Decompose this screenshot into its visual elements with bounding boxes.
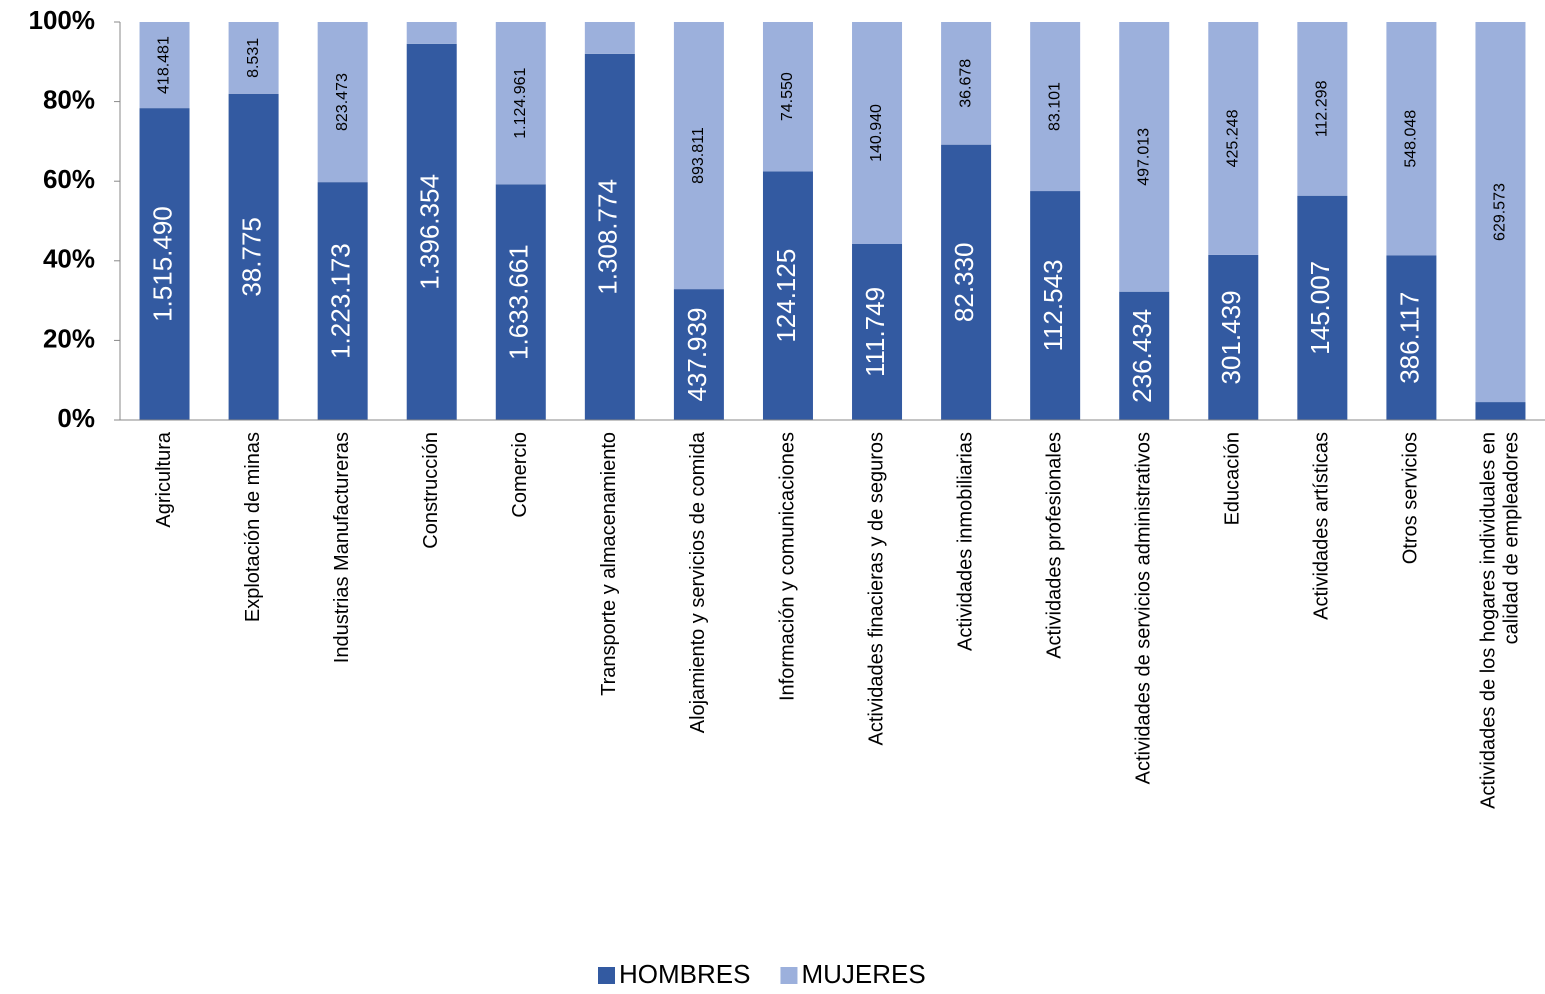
bar-segment [852, 22, 903, 244]
data-label: 112.298 [1314, 80, 1331, 137]
bar-segment [762, 22, 813, 172]
data-label: 548.048 [1403, 110, 1420, 168]
data-label: 124.125 [771, 249, 801, 343]
bar-segment [406, 43, 457, 421]
legend-label: MUJERES [801, 959, 925, 989]
y-tick-label: 0% [57, 403, 95, 433]
data-label: 140.940 [868, 104, 885, 162]
data-label: 1.308.774 [593, 179, 623, 295]
bar-segment [139, 108, 190, 420]
bar-segment [941, 144, 992, 420]
data-label: 145.007 [1305, 261, 1335, 355]
data-label: 1.515.490 [147, 206, 177, 322]
data-label: 1.124.961 [512, 67, 529, 138]
data-label: 301.439 [1216, 290, 1246, 384]
bar-segment [317, 182, 368, 420]
data-label: 823.473 [334, 73, 351, 131]
data-label: 1.396.354 [415, 174, 445, 290]
data-label: 386.117 [1394, 292, 1424, 384]
x-tick-label: Comercio [509, 432, 531, 518]
bar-segment [495, 22, 546, 185]
data-label: 497.013 [1135, 128, 1152, 186]
x-tick-label: Educación [1222, 432, 1244, 525]
bar-segment [941, 22, 992, 145]
y-tick-label: 80% [43, 84, 95, 114]
bar-segment [1208, 22, 1259, 255]
bar-segment [673, 22, 724, 290]
data-label: 425.248 [1225, 109, 1242, 167]
data-label: 893.811 [690, 127, 707, 184]
bar-segment [1475, 22, 1526, 403]
data-label: 1.223.173 [326, 243, 356, 359]
bar-segment [1030, 191, 1081, 420]
x-tick-label: Transporte y almacenamiento [598, 432, 620, 696]
x-tick-label: Construcción [420, 432, 442, 549]
x-tick-label: Industrias Manufactureras [331, 432, 353, 663]
y-tick-label: 40% [43, 244, 95, 274]
x-tick-label: Actividades profesionales [1043, 432, 1065, 659]
data-label: 83.101 [1046, 82, 1063, 131]
bar-segment [852, 243, 903, 420]
x-tick-label: Actividades de los hogares individuales … [1478, 432, 1523, 809]
y-tick-label: 60% [43, 164, 95, 194]
bar-segment [1030, 22, 1081, 192]
y-tick-label: 20% [43, 323, 95, 353]
data-label: 38.775 [236, 217, 266, 297]
bar-segment [1475, 402, 1526, 420]
data-label: 8.531 [245, 38, 262, 78]
bar-segment [1297, 195, 1348, 420]
data-label: 236.434 [1127, 309, 1157, 403]
bar-segment [1386, 255, 1437, 420]
bar-segment [673, 289, 724, 420]
bar-segment [584, 53, 635, 420]
bar-segment [1119, 22, 1170, 292]
data-label: 629.573 [1492, 183, 1509, 241]
data-label: 1.633.661 [504, 244, 534, 360]
legend-swatch [598, 967, 615, 984]
data-label: 82.330 [949, 243, 979, 323]
legend-label: HOMBRES [619, 959, 750, 989]
x-tick-label: Información y comunicaciones [776, 432, 798, 701]
bar-segment [495, 184, 546, 420]
x-tick-label: Actividades inmobiliarias [954, 432, 976, 651]
bar-segment [228, 22, 279, 94]
bar-segment [406, 22, 457, 44]
data-label: 112.543 [1038, 259, 1068, 351]
y-tick-label: 100% [29, 5, 96, 35]
data-label: 418.481 [156, 36, 173, 94]
bar-segment [1297, 22, 1348, 196]
x-tick-label: Otros servicios [1400, 432, 1422, 564]
bar-segment [1208, 254, 1259, 420]
bar-segment [762, 171, 813, 420]
bar-segment [228, 93, 279, 421]
bar-segment [139, 22, 190, 109]
x-tick-label: Alojamiento y servicios de comida [687, 431, 709, 733]
legend-swatch [780, 967, 798, 984]
x-tick-label: Explotación de minas [242, 432, 264, 622]
bar-segment [584, 22, 635, 54]
x-tick-label: Actividades de servicios administrativos [1133, 432, 1155, 784]
data-label: 437.939 [682, 308, 712, 402]
bar-segment [1386, 22, 1437, 256]
bar-segment [317, 22, 368, 183]
x-tick-label: Actividades finacieras y de seguros [865, 432, 887, 746]
bar-segment [1119, 291, 1170, 420]
data-label: 74.550 [779, 72, 796, 121]
x-tick-label: Actividades artísticas [1311, 432, 1333, 620]
x-tick-label: Agricultura [153, 431, 175, 527]
data-label: 36.678 [957, 59, 974, 108]
data-label: 111.749 [860, 287, 890, 377]
